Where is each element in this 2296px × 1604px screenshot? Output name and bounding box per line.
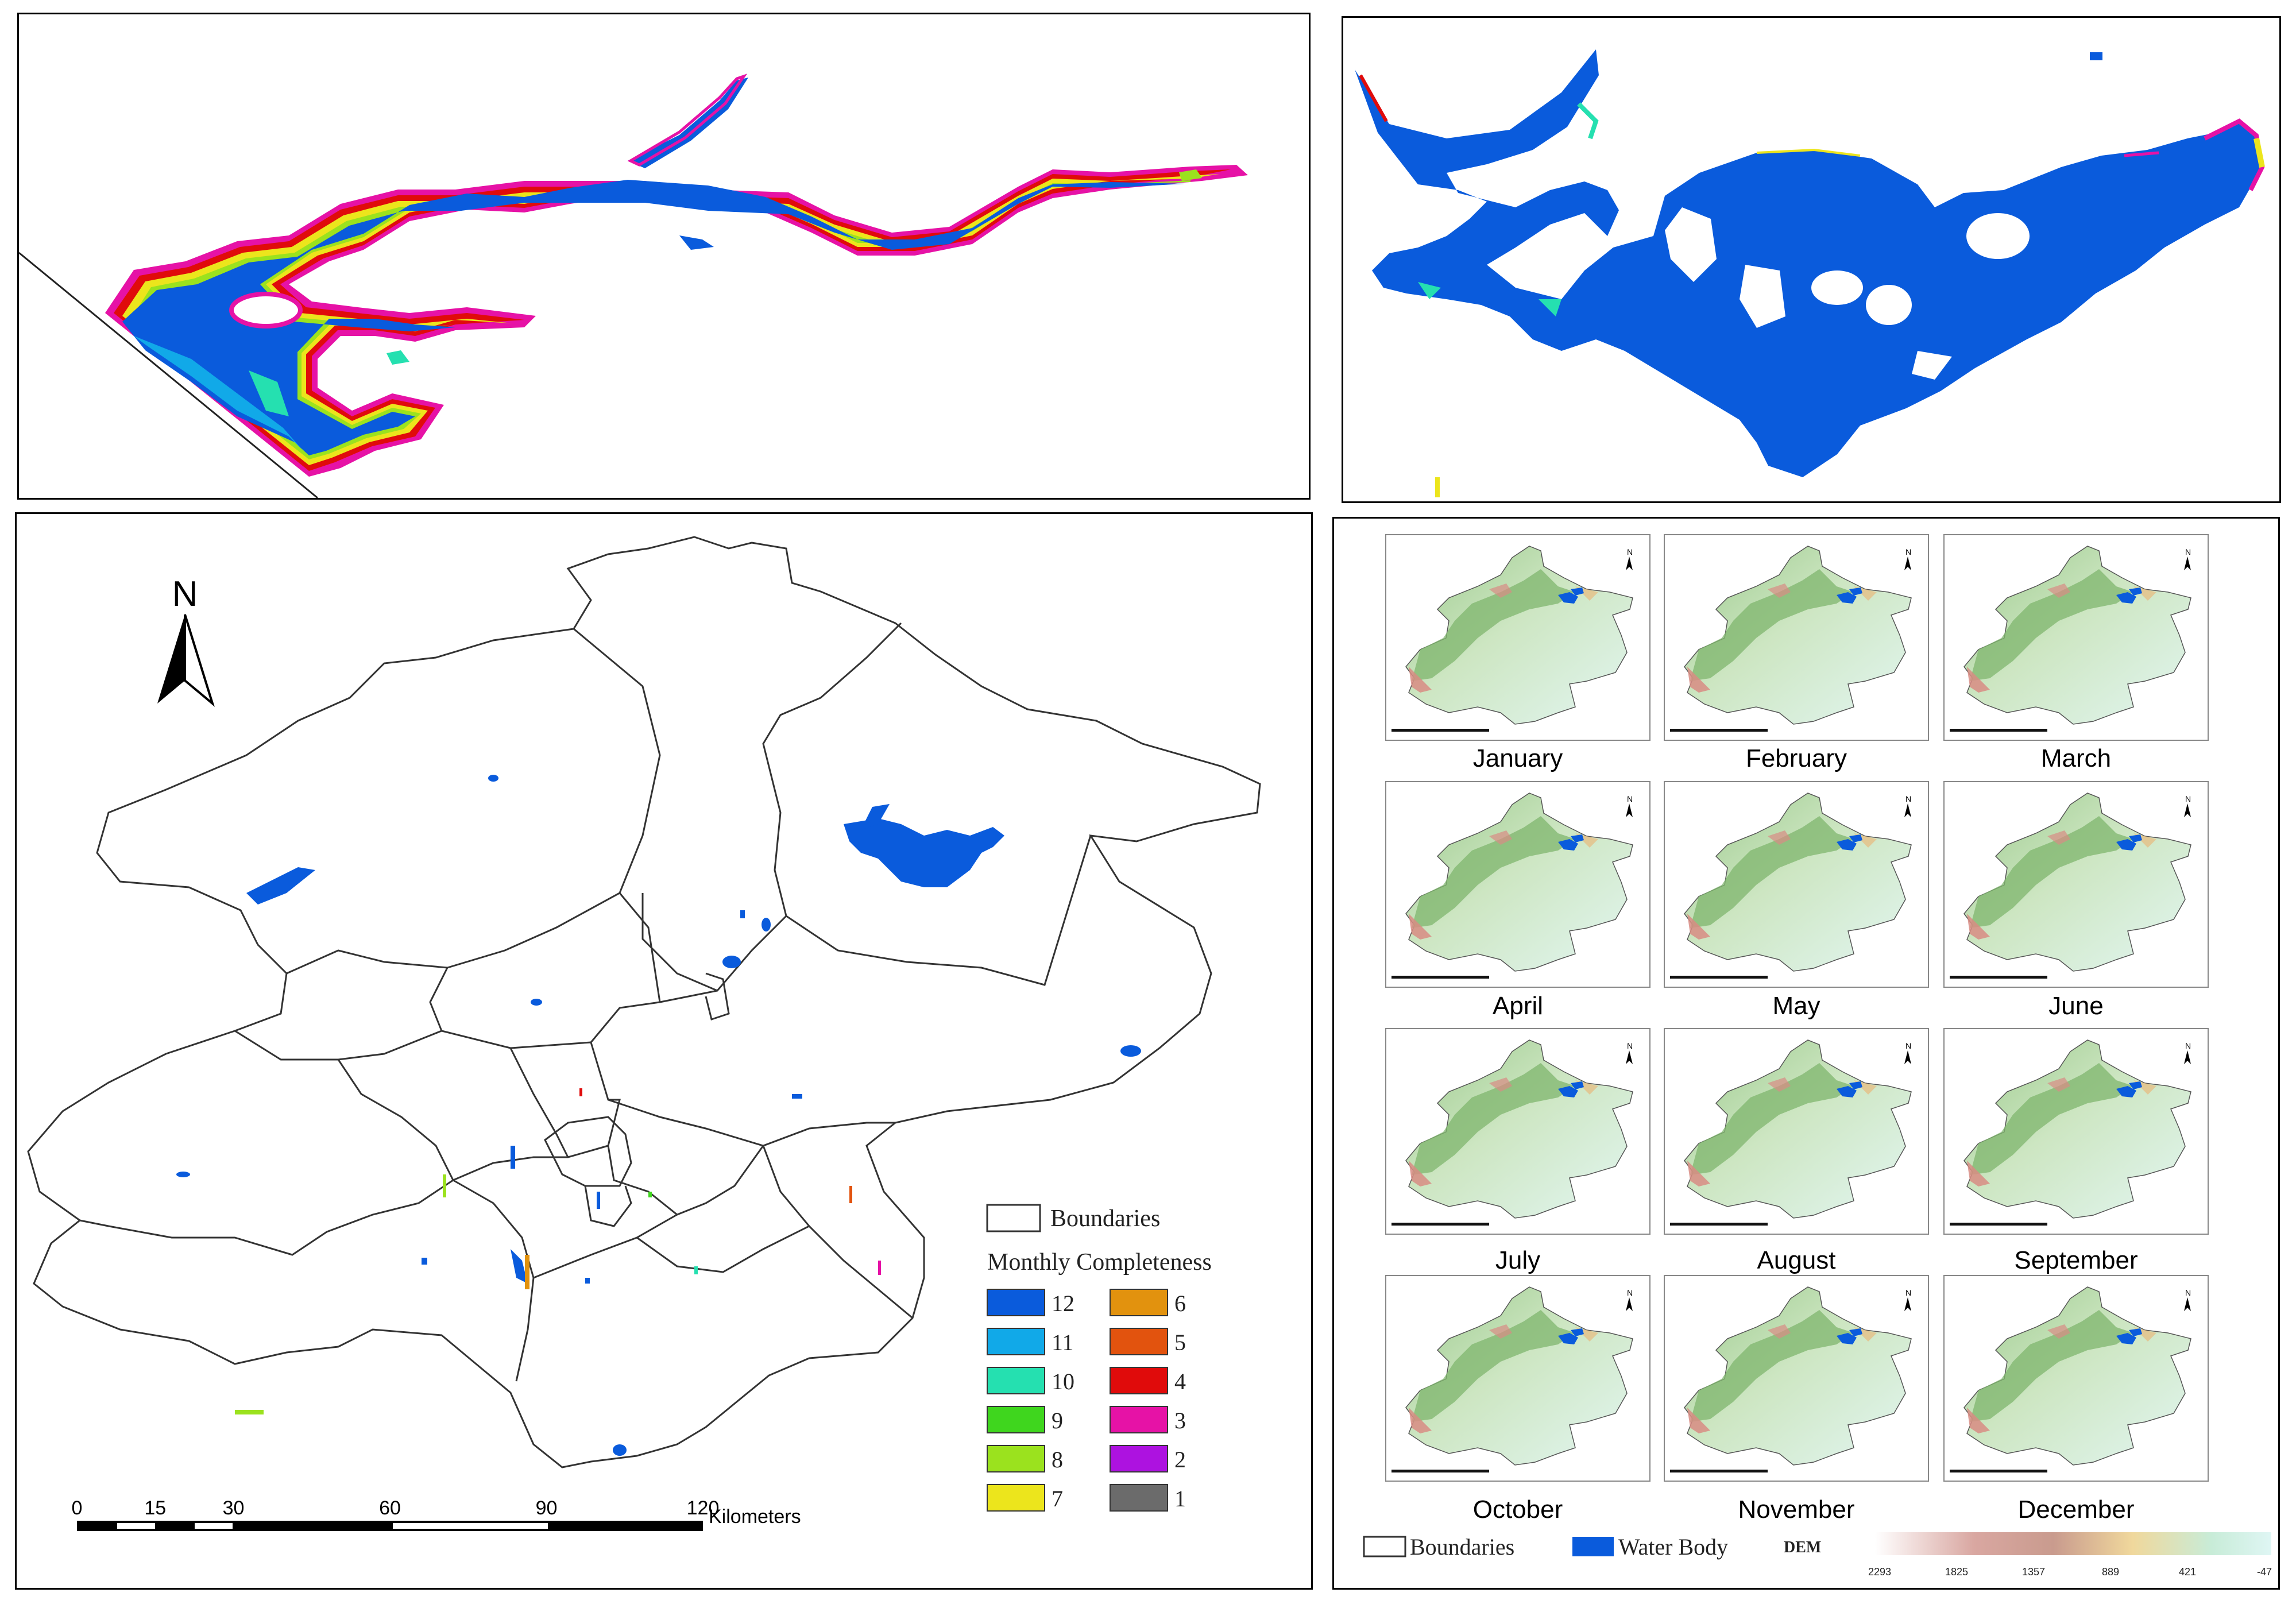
legend-class-label-8: 8 bbox=[1052, 1447, 1063, 1472]
inset-right-map bbox=[1355, 49, 2265, 497]
grid-legend: Boundaries Water Body DEM 2293 1825 1357 88… bbox=[1363, 1532, 2272, 1578]
legend-class-label-11: 11 bbox=[1052, 1329, 1074, 1355]
month-panel-april: April bbox=[1385, 781, 1651, 1020]
main-map-panel: N Boundaries Monthly Completeness 12 11 10… bbox=[15, 512, 1313, 1590]
legend-class-label-9: 9 bbox=[1052, 1408, 1063, 1433]
north-label: N bbox=[172, 574, 198, 614]
dem-tick-421: 421 bbox=[2179, 1566, 2196, 1578]
legend-class-label-5: 5 bbox=[1174, 1329, 1186, 1355]
inset-reservoir-right bbox=[1342, 16, 2281, 503]
legend-class-label-2: 2 bbox=[1174, 1447, 1186, 1472]
month-label: August bbox=[1757, 1246, 1836, 1274]
scale-tick-60: 60 bbox=[379, 1497, 401, 1519]
dem-label: DEM bbox=[1784, 1539, 1821, 1556]
inset-reservoir-left bbox=[17, 13, 1311, 500]
legend-swatch-1 bbox=[1110, 1484, 1168, 1512]
legend-class-label-7: 7 bbox=[1052, 1486, 1063, 1512]
legend-swatch-10 bbox=[987, 1367, 1045, 1394]
month-label: March bbox=[2041, 744, 2111, 772]
month-panel-november: November bbox=[1664, 1275, 1929, 1524]
month-panel-october: October bbox=[1385, 1275, 1651, 1524]
legend-swatch-12 bbox=[987, 1289, 1045, 1316]
dem-tick--47: -47 bbox=[2257, 1566, 2272, 1578]
month-panel-june: June bbox=[1943, 781, 2209, 1020]
legend-boundaries-swatch bbox=[986, 1204, 1041, 1232]
month-panel-december: December bbox=[1943, 1275, 2209, 1524]
north-arrow: N bbox=[157, 574, 215, 707]
legend-swatch-8 bbox=[987, 1445, 1045, 1472]
legend-swatch-7 bbox=[987, 1484, 1045, 1512]
month-label: October bbox=[1473, 1495, 1563, 1524]
monthly-grid-panel: N JanuaryFebruaryMarchAprilMayJuneJulyAu… bbox=[1332, 517, 2280, 1590]
month-panel-march: March bbox=[1943, 534, 2209, 772]
dem-tick-1825: 1825 bbox=[1945, 1566, 1968, 1578]
dem-tick-889: 889 bbox=[2102, 1566, 2119, 1578]
month-panel-february: February bbox=[1664, 534, 1929, 772]
scale-tick-90: 90 bbox=[536, 1497, 558, 1519]
month-label: November bbox=[1738, 1495, 1855, 1524]
legend-swatch-3 bbox=[1110, 1406, 1168, 1433]
dem-tick-1357: 1357 bbox=[2022, 1566, 2045, 1578]
legend-swatch-9 bbox=[987, 1406, 1045, 1433]
scale-tick-30: 30 bbox=[223, 1497, 245, 1519]
scale-bar: 0 15 30 60 90 120 Kilometers bbox=[72, 1497, 801, 1531]
inset-left-map bbox=[19, 74, 1248, 498]
month-panel-january: January bbox=[1385, 534, 1651, 772]
month-label: September bbox=[2014, 1246, 2137, 1274]
legend-class-label-6: 6 bbox=[1174, 1290, 1186, 1316]
scale-tick-0: 0 bbox=[72, 1497, 83, 1519]
month-panel-september: September bbox=[1943, 1028, 2209, 1274]
legend-boundaries-label: Boundaries bbox=[1050, 1205, 1160, 1232]
month-label: May bbox=[1772, 992, 1820, 1020]
legend-class-label-12: 12 bbox=[1052, 1290, 1074, 1316]
month-label: January bbox=[1473, 744, 1563, 772]
beijing-outer-boundary bbox=[27, 536, 1261, 1468]
month-label: July bbox=[1495, 1246, 1540, 1274]
month-panel-may: May bbox=[1664, 781, 1929, 1020]
main-map: N Boundaries Monthly Completeness 121110… bbox=[27, 536, 1261, 1531]
grid-legend-boundaries-label: Boundaries bbox=[1410, 1534, 1514, 1560]
scattered-classes bbox=[235, 1088, 881, 1414]
legend-swatch-5 bbox=[1110, 1328, 1168, 1355]
legend-class-label-3: 3 bbox=[1174, 1408, 1186, 1433]
water-bodies bbox=[176, 775, 1141, 1456]
legend-swatch-4 bbox=[1110, 1367, 1168, 1394]
dem-color-ramp bbox=[1875, 1532, 2271, 1555]
legend-title: Monthly Completeness bbox=[987, 1249, 1212, 1276]
month-panel-july: July bbox=[1385, 1028, 1651, 1274]
legend-swatch-6 bbox=[1110, 1289, 1168, 1316]
grid-legend-boundaries-swatch bbox=[1363, 1536, 1406, 1557]
legend-swatch-2 bbox=[1110, 1445, 1168, 1472]
dem-tick-2293: 2293 bbox=[1868, 1566, 1891, 1578]
grid-legend-water-label: Water Body bbox=[1618, 1534, 1728, 1560]
scale-unit: Kilometers bbox=[709, 1506, 801, 1528]
legend: Boundaries Monthly Completeness 12111098… bbox=[986, 1204, 1212, 1512]
scale-tick-15: 15 bbox=[144, 1497, 166, 1519]
legend-class-label-4: 4 bbox=[1174, 1369, 1186, 1394]
month-panel-august: August bbox=[1664, 1028, 1929, 1274]
scale-tick-120: 120 bbox=[687, 1497, 720, 1519]
month-label: December bbox=[2018, 1495, 2135, 1524]
month-label: February bbox=[1746, 744, 1847, 772]
month-label: June bbox=[2048, 992, 2103, 1020]
legend-class-label-1: 1 bbox=[1174, 1486, 1186, 1512]
month-label: April bbox=[1493, 992, 1543, 1020]
legend-class-label-10: 10 bbox=[1052, 1369, 1074, 1394]
monthly-grid: N JanuaryFebruaryMarchAprilMayJuneJulyAu… bbox=[1363, 534, 2272, 1578]
legend-swatch-11 bbox=[987, 1328, 1045, 1355]
grid-legend-water-swatch bbox=[1572, 1537, 1614, 1556]
